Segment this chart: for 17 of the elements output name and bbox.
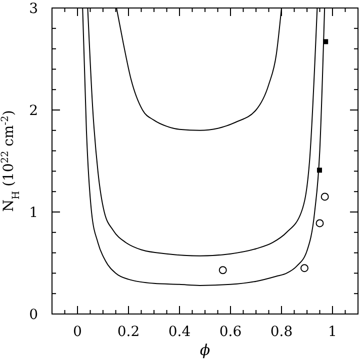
x-tick-label: 0.2 <box>117 324 140 340</box>
x-tick-label: 0.6 <box>219 324 242 340</box>
point <box>300 264 308 272</box>
point <box>316 168 322 173</box>
point <box>323 39 328 44</box>
x-tick-label: 1 <box>328 324 337 340</box>
y-tick-label: 3 <box>29 1 38 17</box>
y-tick-label: 0 <box>29 307 38 323</box>
x-tick-label: 0 <box>73 324 82 340</box>
x-axis-title: ϕ <box>200 341 210 359</box>
point <box>316 219 324 228</box>
point <box>320 192 329 201</box>
y-tick-label: 2 <box>29 103 38 119</box>
x-tick-label: 0.8 <box>270 324 293 340</box>
point <box>218 266 227 274</box>
y-tick-label: 1 <box>29 205 38 221</box>
x-tick-label: 0.4 <box>168 324 191 340</box>
